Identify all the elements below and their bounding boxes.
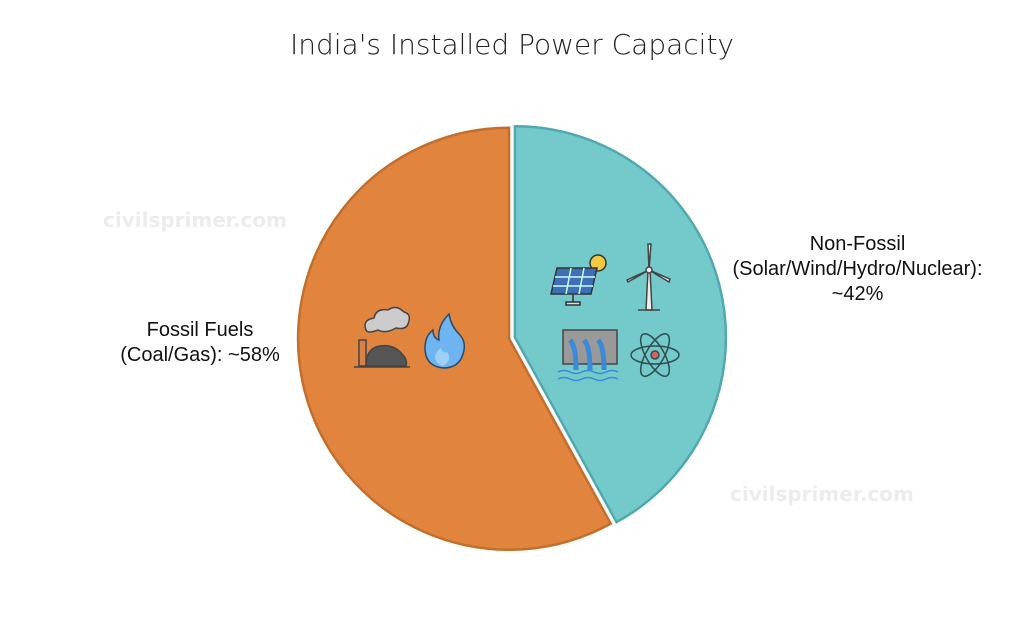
watermark: civilsprimer.com (103, 208, 287, 232)
fossil-label-line2: (Coal/Gas): ~58% (120, 344, 280, 366)
non-fossil-label-line3: ~42% (831, 283, 884, 305)
non-fossil-label: Non-Fossil (Solar/Wind/Hydro/Nuclear): ~… (700, 232, 1015, 307)
non-fossil-label-line2: (Solar/Wind/Hydro/Nuclear): (732, 258, 983, 280)
fossil-label: Fossil Fuels (Coal/Gas): ~58% (95, 318, 305, 368)
non-fossil-label-line1: Non-Fossil (809, 233, 906, 255)
watermark: civilsprimer.com (730, 482, 914, 506)
fossil-label-line1: Fossil Fuels (146, 319, 254, 341)
pie-slice-non-fossil (513, 125, 728, 524)
chart-title: India's Installed Power Capacity (289, 28, 734, 61)
